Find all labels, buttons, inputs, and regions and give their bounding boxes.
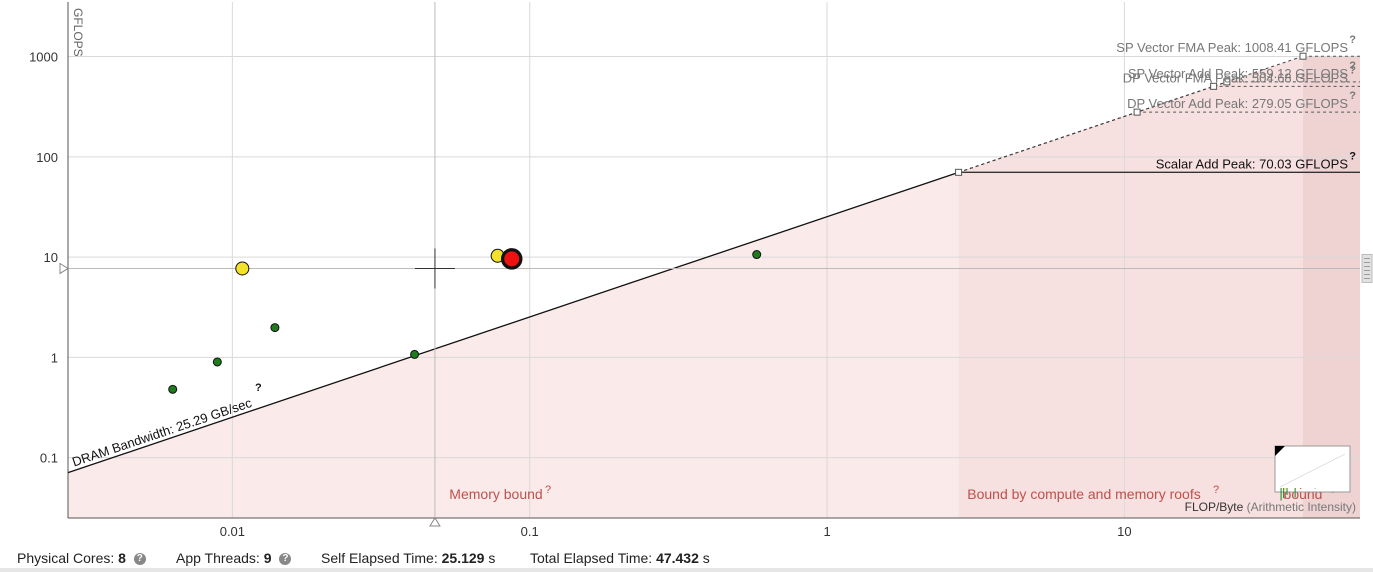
x-tick-label: 1 (823, 524, 830, 539)
compute-roof-label: Scalar Add Peak: 70.03 GFLOPS (1156, 156, 1349, 171)
loop-point[interactable] (752, 250, 762, 260)
y-cursor-marker[interactable] (59, 262, 69, 275)
x-axis-label-main: FLOP/Byte (1185, 500, 1247, 514)
compute-roof-label: SP Vector FMA Peak: 1008.41 GFLOPS (1116, 40, 1348, 55)
x-tick-label: 10 (1117, 524, 1131, 539)
app-threads-stat: App Threads: 9 ? (176, 550, 292, 566)
loop-point[interactable] (410, 349, 420, 359)
app-threads-value: 9 (263, 550, 272, 566)
y-tick-label: 0.1 (40, 451, 58, 466)
roof-ridge-marker[interactable] (1133, 108, 1141, 116)
help-icon[interactable]: ? (1349, 90, 1356, 102)
y-tick-label: 100 (36, 150, 58, 165)
loop-point[interactable] (212, 357, 222, 367)
bottom-divider (0, 568, 1373, 572)
x-tick-label: 0.01 (220, 524, 245, 539)
y-tick-label: 10 (44, 250, 58, 265)
loop-point[interactable] (270, 323, 280, 333)
help-icon[interactable]: ? (133, 553, 146, 565)
roof-ridge-marker[interactable] (1223, 78, 1231, 86)
x-tick-label: 0.1 (521, 524, 539, 539)
x-axis-label: FLOP/Byte (Arithmetic Intensity) (1185, 500, 1356, 514)
help-icon[interactable]: ? (255, 382, 262, 394)
minimap-corner-icon (1275, 446, 1285, 456)
compute-roof-label: SP Vector Add Peak: 559.12 GFLOPS (1128, 66, 1349, 81)
y-tick-label: 1 (51, 350, 58, 365)
vertical-scroll-handle[interactable] (1361, 253, 1373, 283)
dram-bandwidth-roof[interactable] (67, 171, 959, 474)
status-bar: Physical Cores: 8 ? App Threads: 9 ? Sel… (0, 548, 1373, 572)
total-elapsed-time-value: 47.432 (656, 550, 699, 566)
compute-bound-region (1302, 56, 1360, 518)
y-tick-label: 1000 (29, 50, 58, 65)
chart-minimap[interactable] (1274, 445, 1351, 493)
help-icon[interactable]: ? (1349, 34, 1356, 46)
compute-roof-label: DP Vector Add Peak: 279.05 GFLOPS (1127, 96, 1348, 111)
total-elapsed-time-label: Total Elapsed Time: (530, 550, 653, 566)
region-label: Bound by compute and memory roofs (967, 486, 1200, 502)
minimap-roof (1279, 453, 1346, 488)
app-threads-label: App Threads: (176, 550, 260, 566)
help-icon[interactable]: ? (1349, 64, 1356, 76)
x-cursor-marker[interactable] (429, 517, 441, 527)
help-icon[interactable]: ? (545, 484, 551, 496)
y-axis-label: GFLOPS (71, 8, 85, 57)
self-elapsed-time-value: 25.129 (441, 550, 485, 566)
loop-point[interactable] (235, 261, 250, 276)
region-label: Memory bound (449, 486, 542, 502)
total-elapsed-time-stat: Total Elapsed Time: 47.432 s (530, 550, 710, 566)
loop-point[interactable] (502, 249, 522, 269)
help-icon[interactable]: ? (1349, 60, 1356, 72)
self-elapsed-time-label: Self Elapsed Time: (321, 550, 438, 566)
x-axis-label-paren: (Arithmetic Intensity) (1247, 500, 1356, 514)
physical-cores-label: Physical Cores: (17, 550, 115, 566)
physical-cores-value: 8 (118, 550, 126, 566)
roof-ridge-marker[interactable] (1210, 82, 1218, 90)
help-icon[interactable]: ? (1349, 150, 1356, 162)
memory-bound-region (68, 172, 959, 519)
self-elapsed-time-stat: Self Elapsed Time: 25.129 s (321, 550, 495, 566)
roofline-chart[interactable]: 0.01 0.1 1 10 0.1 1 10 100 1000 GFLOPS FLOP/Byte (… (0, 0, 1373, 548)
compute-roof-label: DP Vector FMA Peak: 504.68 GFLOPS (1123, 70, 1349, 85)
memory-roof-extension (958, 111, 1138, 173)
roof-ridge-marker[interactable] (1299, 52, 1307, 60)
self-elapsed-time-unit: s (488, 550, 496, 566)
help-icon[interactable]: ? (1213, 484, 1219, 496)
help-icon[interactable]: ? (279, 553, 292, 565)
physical-cores-stat: Physical Cores: 8 ? (17, 550, 146, 566)
roof-ridge-marker[interactable] (955, 168, 963, 176)
compute-memory-bound-region (958, 56, 1303, 518)
loop-point[interactable] (168, 384, 178, 394)
total-elapsed-time-unit: s (702, 550, 710, 566)
